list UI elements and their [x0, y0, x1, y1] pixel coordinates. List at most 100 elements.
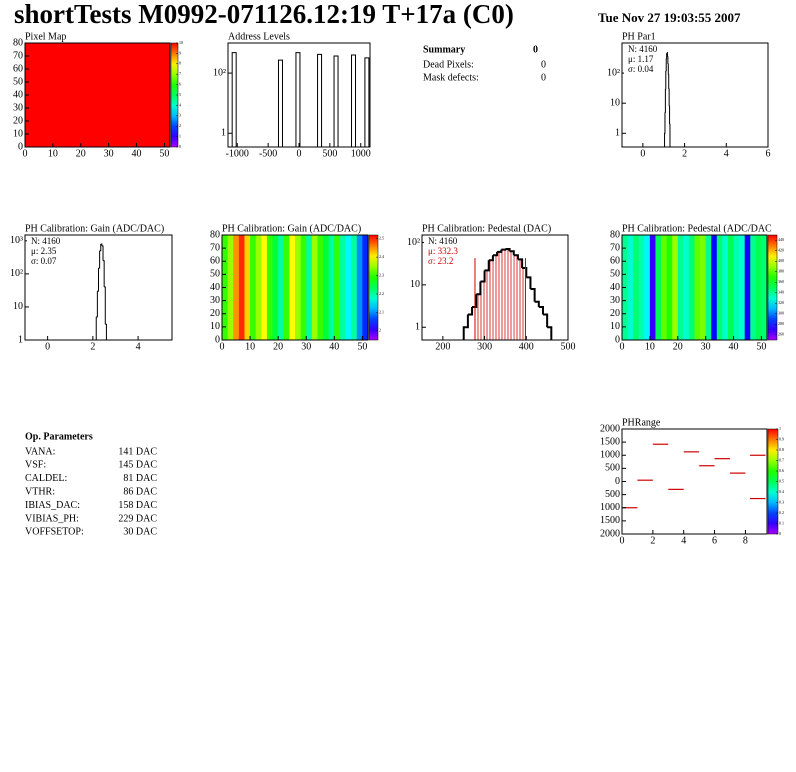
y-tick-label: 1500 — [600, 436, 620, 447]
z-tick-label: 2.3 — [379, 272, 384, 277]
param-label: IBIAS_DAC: — [25, 500, 80, 511]
z-tick-label: 0 — [779, 531, 781, 536]
x-tick-label: -500 — [259, 148, 277, 159]
x-tick-label: 50 — [159, 148, 169, 159]
z-tick-label: 320 — [778, 300, 784, 305]
heat-column — [278, 235, 285, 340]
hist-bin — [497, 249, 503, 253]
y-tick-label: 70 — [13, 50, 23, 61]
colorbar — [767, 234, 778, 341]
x-tick-label: 40 — [132, 148, 142, 159]
heat-column — [633, 235, 640, 340]
hist-bin — [517, 258, 524, 268]
fit-fill — [522, 267, 526, 340]
x-tick-label: 40 — [329, 341, 339, 352]
z-tick-label: 2.2 — [379, 291, 384, 296]
z-tick-label: 0.5 — [779, 478, 784, 483]
x-tick-label: 30 — [104, 148, 114, 159]
heat-column — [306, 235, 313, 340]
param-label: CALDEL: — [25, 473, 67, 484]
spike — [317, 53, 323, 147]
y-tick-label: 40 — [610, 282, 620, 293]
fit-fill — [497, 251, 502, 340]
y-tick-label: 70 — [610, 242, 620, 253]
page-title: shortTests M0992-071126.12:19 T+17a (C0) — [14, 0, 514, 29]
heat-column — [300, 235, 307, 340]
spike — [231, 52, 237, 147]
heat-column — [750, 235, 757, 340]
z-tick-label: 0.9 — [779, 436, 784, 441]
heat-column — [705, 235, 712, 340]
param-value: 86 DAC — [123, 486, 157, 497]
y-tick-label: 70 — [210, 242, 220, 253]
heat-column — [25, 43, 171, 147]
frame — [621, 42, 769, 148]
heat-column — [627, 235, 634, 340]
y-tick-label: 10² — [10, 268, 23, 279]
y-tick-label: 30 — [610, 295, 620, 306]
fit-fill — [474, 307, 477, 340]
x-tick-label: 30 — [301, 341, 311, 352]
z-tick-label: 2.1 — [379, 309, 384, 314]
param-label: VSF: — [25, 460, 46, 471]
y-tick-label: 1000 — [600, 502, 620, 513]
heat-column — [227, 235, 234, 340]
z-tick-label: 340 — [778, 290, 784, 295]
heat-column — [649, 235, 656, 340]
z-tick-label: 0.6 — [779, 468, 784, 473]
panel: Address Levels -1000 -500 0 500 1000 1 10² — [213, 31, 371, 159]
z-tick-label: 10 — [179, 40, 183, 45]
hist-bin — [542, 313, 549, 328]
frame — [421, 234, 569, 341]
hist-bin — [96, 291, 98, 318]
x-tick-label: 1000 — [351, 148, 371, 159]
panel-title: PH Par1 — [622, 31, 656, 42]
z-tick-label: 260 — [778, 332, 784, 337]
heat-column — [362, 235, 369, 340]
z-tick-label: 8 — [179, 61, 181, 66]
y-tick-label: 10² — [607, 67, 620, 78]
z-tick-label: 4 — [179, 102, 181, 107]
heat-column — [266, 235, 273, 340]
hist-bin — [534, 300, 540, 308]
hist-bin — [480, 270, 486, 283]
hist-bin — [547, 326, 553, 340]
heat-column — [716, 235, 723, 340]
heat-column — [339, 235, 346, 340]
y-tick-label: 1 — [415, 322, 420, 333]
param-value: 30 DAC — [123, 527, 157, 538]
heat-column — [328, 235, 335, 340]
fit-fill — [509, 251, 514, 340]
colorbar — [368, 234, 379, 341]
summary-value: 0 — [533, 44, 538, 55]
z-tick-label: 0.3 — [779, 499, 784, 504]
heat-column — [683, 235, 690, 340]
hist-bin — [100, 243, 103, 246]
hist-bin — [476, 281, 482, 296]
fit-fill — [505, 249, 510, 340]
x-tick-label: 2 — [90, 341, 95, 352]
hist-bin — [467, 307, 474, 316]
y-tick-label: 80 — [13, 37, 23, 48]
hist-bin — [462, 314, 469, 340]
heat-column — [727, 235, 734, 340]
z-tick-label: 5 — [179, 92, 181, 97]
spike — [333, 55, 339, 147]
spike — [364, 57, 370, 147]
x-tick-label: 20 — [76, 148, 86, 159]
y-tick-label: 10 — [13, 301, 23, 312]
y-tick-label: 0 — [18, 141, 23, 152]
hist-bin — [105, 323, 107, 340]
z-tick-label: 0.8 — [779, 447, 784, 452]
fit-fill — [517, 259, 523, 340]
panel: PH Calibration: Gain (ADC/DAC)0 10 20 30 40 5… — [210, 223, 384, 352]
panel: PH Calibration: Gain (ADC/DAC) 0 2 4 1 10 10² 1… — [10, 223, 173, 352]
hist-bin — [97, 268, 99, 292]
x-tick-label: 50 — [357, 341, 367, 352]
y-tick-label: 50 — [610, 269, 620, 280]
summary-label: Mask defects: — [423, 72, 479, 83]
x-tick-label: 2 — [682, 148, 687, 159]
z-tick-label: 2 — [379, 328, 381, 333]
y-tick-label: 60 — [610, 256, 620, 267]
